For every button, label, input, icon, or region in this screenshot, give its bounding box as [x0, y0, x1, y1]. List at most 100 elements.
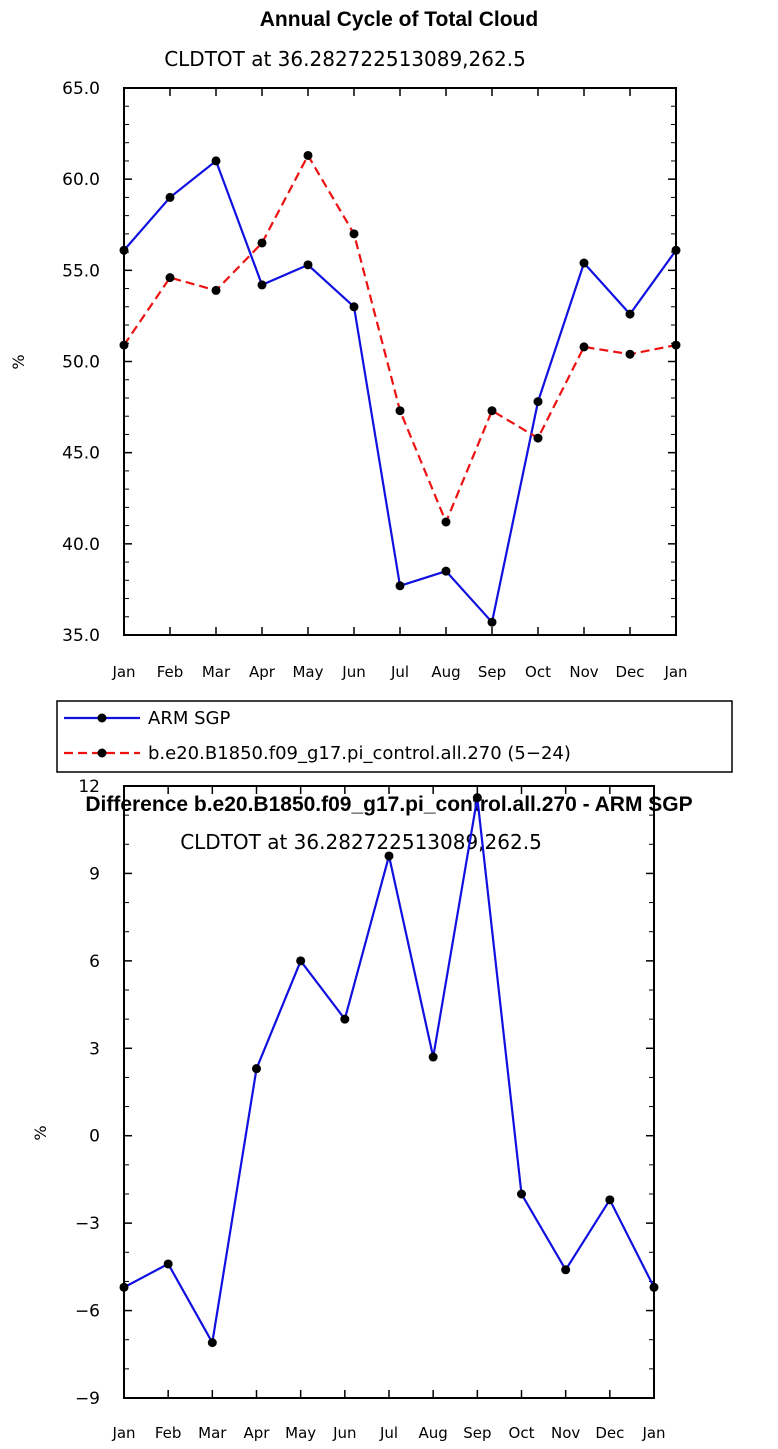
y-tick-label: 65.0 [62, 79, 100, 99]
chart1-subtitle: CLDTOT at 36.282722513089,262.5 [164, 47, 526, 71]
x-tick-label: Dec [615, 663, 644, 681]
data-point [340, 1014, 350, 1024]
y-tick-label: −3 [75, 1214, 100, 1234]
x-tick-label: Apr [244, 1424, 271, 1442]
series-line-a [123, 159, 677, 625]
chart2-frame [123, 785, 655, 1399]
y-tick-label: 12 [78, 777, 100, 797]
y-tick-label: 60.0 [62, 170, 100, 190]
data-point [441, 566, 451, 576]
x-tick-label: Nov [569, 663, 598, 681]
y-tick-label: 50.0 [62, 353, 100, 373]
data-point [517, 1189, 526, 1199]
x-tick-label: Jun [332, 1424, 356, 1442]
x-tick-label: Aug [431, 663, 460, 681]
data-point [207, 1338, 217, 1348]
legend-label-model: b.e20.B1850.f09_g17.pi_control.all.270 (… [148, 743, 571, 764]
legend-box [56, 700, 733, 773]
data-point [487, 406, 497, 416]
data-point [211, 156, 221, 166]
chart2-title: Difference b.e20.B1850.f09_g17.pi_contro… [85, 793, 692, 816]
x-tick-label: Oct [525, 663, 551, 681]
data-point [395, 406, 405, 416]
data-point [487, 617, 497, 627]
x-tick-label: Oct [509, 1424, 535, 1442]
data-point [303, 150, 313, 160]
y-tick-label: −6 [75, 1302, 100, 1322]
data-point [119, 245, 129, 255]
data-point [384, 851, 394, 861]
x-tick-label: Apr [249, 663, 276, 681]
x-tick-label: Feb [157, 663, 184, 681]
chart2-ylabel: % [31, 1125, 50, 1140]
x-tick-label: Jul [390, 663, 409, 681]
x-tick-label: Mar [202, 663, 231, 681]
x-tick-label: Jan [641, 1424, 665, 1442]
data-point [533, 397, 543, 407]
x-tick-label: Dec [595, 1424, 624, 1442]
chart1-title: Annual Cycle of Total Cloud [260, 8, 538, 31]
chart1-frame [123, 87, 677, 636]
data-point [533, 433, 543, 443]
data-point [165, 192, 175, 202]
data-point [649, 1282, 659, 1292]
series-line-a [123, 797, 655, 1346]
x-tick-label: May [285, 1424, 316, 1442]
y-tick-label: −9 [75, 1389, 100, 1409]
y-tick-label: 55.0 [62, 261, 100, 281]
x-tick-label: Mar [198, 1424, 227, 1442]
x-tick-label: Nov [551, 1424, 580, 1442]
data-point [561, 1265, 571, 1275]
x-tick-label: Jul [379, 1424, 398, 1442]
y-tick-label: 9 [89, 864, 100, 884]
data-point [163, 1259, 173, 1269]
data-point [119, 340, 129, 350]
chart2-plot-area: 12 9 6 3 0 −3 −6 −9 Jan Feb Mar Apr May Jun Jul Aug Sep O… [75, 777, 666, 1442]
x-tick-label: Sep [463, 1424, 491, 1442]
data-point [395, 581, 405, 591]
data-point [257, 238, 267, 248]
data-point [605, 1195, 615, 1205]
x-tick-label: Jan [111, 1424, 135, 1442]
legend-label-arm: ARM SGP [148, 708, 230, 729]
data-point [625, 349, 635, 359]
x-tick-label: Jun [341, 663, 365, 681]
data-point [428, 1052, 438, 1062]
legend-marker-arm [97, 713, 107, 723]
x-tick-label: Jan [663, 663, 687, 681]
data-point [296, 956, 306, 966]
x-tick-label: May [292, 663, 323, 681]
series-line-b [123, 153, 677, 525]
chart1-ylabel: % [9, 354, 28, 369]
data-point [211, 285, 221, 295]
data-point [579, 342, 589, 352]
data-point [671, 245, 681, 255]
legend-marker-model [97, 748, 107, 758]
legend: ARM SGP b.e20.B1850.f09_g17.pi_control.a… [56, 700, 733, 773]
data-point [349, 229, 359, 239]
data-point [252, 1064, 261, 1074]
data-point [303, 260, 313, 270]
y-tick-label: 3 [89, 1039, 100, 1059]
data-point [165, 273, 175, 283]
data-point [119, 1282, 129, 1292]
y-tick-label: 0 [89, 1127, 100, 1147]
data-point [671, 340, 681, 350]
data-point [472, 793, 482, 803]
x-tick-label: Aug [419, 1424, 448, 1442]
x-tick-label: Jan [111, 663, 135, 681]
y-tick-label: 6 [89, 952, 100, 972]
x-tick-label: Sep [478, 663, 506, 681]
data-point [625, 309, 635, 319]
y-tick-label: 35.0 [62, 626, 100, 646]
chart1-plot-area: 65.0 60.0 55.0 50.0 45.0 40.0 35.0 Jan Feb Mar Apr… [62, 79, 687, 681]
x-tick-label: Feb [155, 1424, 182, 1442]
data-point [441, 517, 451, 527]
y-tick-label: 45.0 [62, 444, 100, 464]
data-point [579, 258, 589, 268]
chart2-subtitle: CLDTOT at 36.282722513089,262.5 [180, 830, 542, 854]
y-tick-label: 40.0 [62, 535, 100, 555]
data-point [349, 302, 359, 312]
data-point [257, 280, 267, 290]
